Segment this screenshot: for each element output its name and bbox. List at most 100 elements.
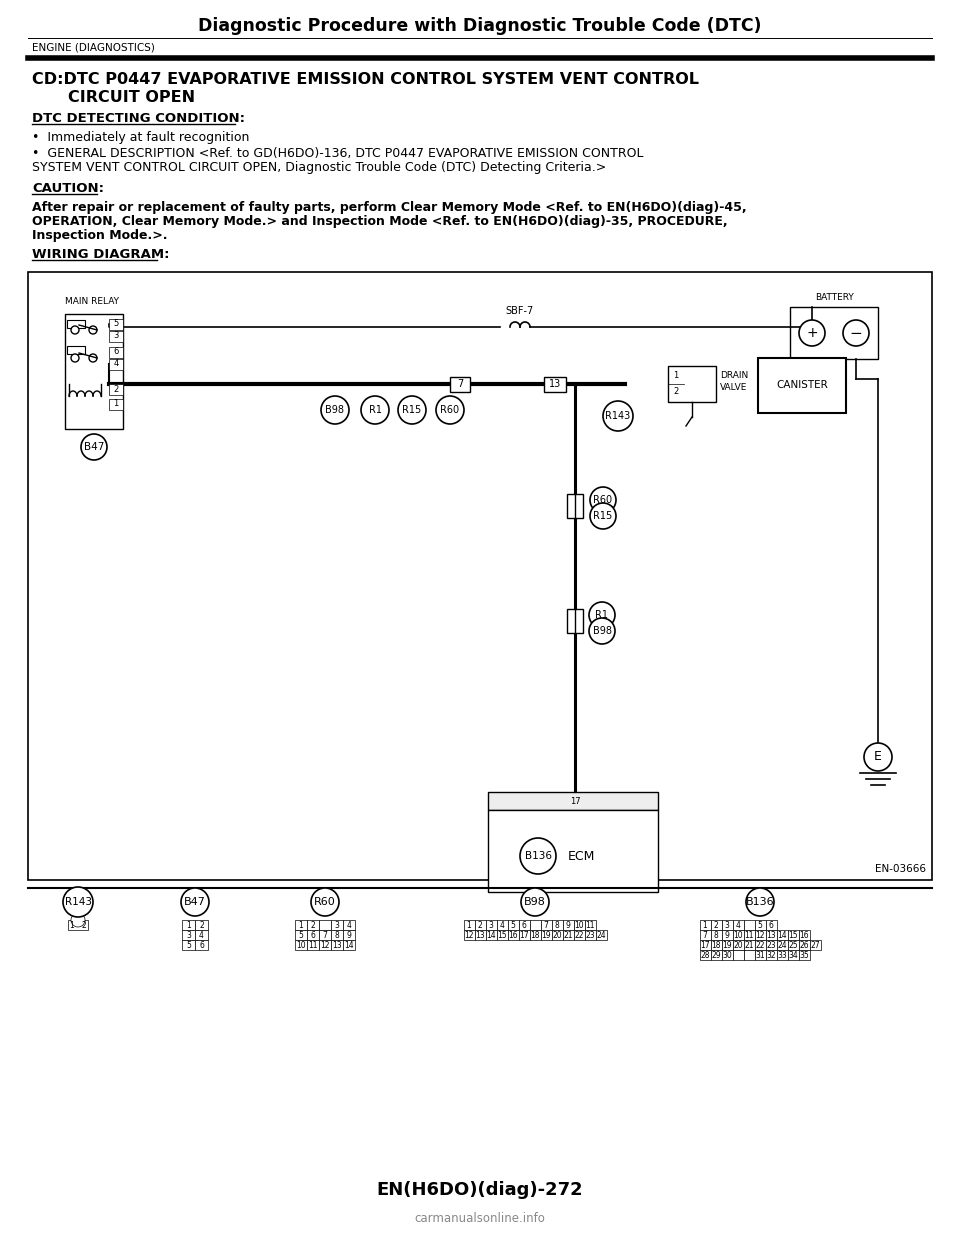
- Text: 14: 14: [345, 940, 354, 949]
- Text: 6: 6: [311, 930, 316, 939]
- Bar: [182, 930, 195, 940]
- Text: B98: B98: [325, 405, 345, 415]
- Text: 34: 34: [788, 950, 798, 960]
- Text: R15: R15: [402, 405, 421, 415]
- Bar: [722, 920, 732, 930]
- Circle shape: [321, 396, 349, 424]
- Bar: [563, 920, 573, 930]
- Text: 1: 1: [299, 920, 303, 929]
- Text: 2: 2: [713, 920, 718, 929]
- Circle shape: [864, 743, 892, 771]
- Text: 3: 3: [186, 930, 191, 939]
- Text: 1: 1: [703, 920, 708, 929]
- Bar: [343, 920, 355, 930]
- Text: E: E: [874, 750, 882, 764]
- Bar: [700, 920, 710, 930]
- Bar: [319, 930, 331, 940]
- Text: 23: 23: [766, 940, 776, 949]
- Text: 17: 17: [519, 930, 529, 939]
- Circle shape: [63, 887, 93, 917]
- Bar: [488, 792, 658, 810]
- Text: 24: 24: [778, 940, 787, 949]
- Text: 1: 1: [467, 920, 471, 929]
- Bar: [450, 376, 470, 391]
- Text: R143: R143: [606, 411, 631, 421]
- Bar: [732, 940, 743, 950]
- Bar: [755, 920, 765, 930]
- Text: 15: 15: [497, 930, 507, 939]
- Text: 17: 17: [700, 940, 709, 949]
- Text: 7: 7: [703, 930, 708, 939]
- Bar: [799, 930, 809, 940]
- Text: MAIN RELAY: MAIN RELAY: [65, 297, 119, 306]
- Text: 4: 4: [199, 930, 204, 939]
- Text: 2: 2: [673, 388, 679, 396]
- Bar: [182, 940, 195, 950]
- Text: 29: 29: [711, 950, 721, 960]
- Bar: [331, 920, 343, 930]
- Text: +: +: [806, 325, 818, 340]
- Bar: [787, 930, 799, 940]
- Bar: [496, 920, 508, 930]
- Text: 5: 5: [113, 319, 119, 328]
- Text: 1: 1: [113, 400, 119, 409]
- Text: 1: 1: [673, 370, 679, 380]
- Bar: [551, 920, 563, 930]
- Text: 14: 14: [486, 930, 495, 939]
- Text: R15: R15: [593, 510, 612, 520]
- Text: 8: 8: [335, 930, 340, 939]
- Text: 6: 6: [113, 348, 119, 356]
- Text: 4: 4: [347, 920, 351, 929]
- Bar: [743, 930, 755, 940]
- Text: 13: 13: [766, 930, 776, 939]
- Bar: [28, 272, 932, 881]
- Bar: [343, 930, 355, 940]
- Text: 3: 3: [725, 920, 730, 929]
- Text: 10: 10: [297, 940, 306, 949]
- Text: 8: 8: [713, 930, 718, 939]
- Text: CANISTER: CANISTER: [776, 380, 828, 390]
- Bar: [595, 930, 607, 940]
- Text: 9: 9: [725, 930, 730, 939]
- Circle shape: [799, 320, 825, 347]
- Text: R1: R1: [595, 610, 609, 620]
- Text: 22: 22: [574, 930, 584, 939]
- Bar: [777, 940, 787, 950]
- Circle shape: [398, 396, 426, 424]
- Text: 15: 15: [788, 930, 798, 939]
- Bar: [722, 950, 732, 960]
- Text: 25: 25: [788, 940, 798, 949]
- Bar: [319, 940, 331, 950]
- Text: 4: 4: [113, 359, 119, 369]
- Circle shape: [89, 354, 97, 361]
- Text: EN(H6DO)(diag)-272: EN(H6DO)(diag)-272: [376, 1181, 584, 1199]
- Bar: [474, 930, 486, 940]
- Circle shape: [746, 888, 774, 917]
- Circle shape: [521, 888, 549, 917]
- Bar: [464, 930, 474, 940]
- Bar: [732, 930, 743, 940]
- Bar: [182, 920, 195, 930]
- Text: CIRCUIT OPEN: CIRCUIT OPEN: [68, 91, 195, 106]
- Circle shape: [520, 838, 556, 874]
- Bar: [722, 930, 732, 940]
- Text: 31: 31: [756, 950, 765, 960]
- Text: 12: 12: [321, 940, 329, 949]
- Bar: [307, 920, 319, 930]
- Bar: [530, 930, 540, 940]
- Bar: [755, 940, 765, 950]
- Bar: [544, 376, 566, 391]
- Text: 18: 18: [711, 940, 721, 949]
- Bar: [758, 358, 846, 414]
- Bar: [700, 950, 710, 960]
- Bar: [109, 330, 123, 342]
- Text: 2: 2: [311, 920, 316, 929]
- Bar: [488, 810, 658, 892]
- Bar: [710, 930, 722, 940]
- Text: 24: 24: [596, 930, 606, 939]
- Circle shape: [71, 913, 85, 927]
- Bar: [710, 920, 722, 930]
- Circle shape: [89, 325, 97, 334]
- Bar: [508, 920, 518, 930]
- Bar: [710, 950, 722, 960]
